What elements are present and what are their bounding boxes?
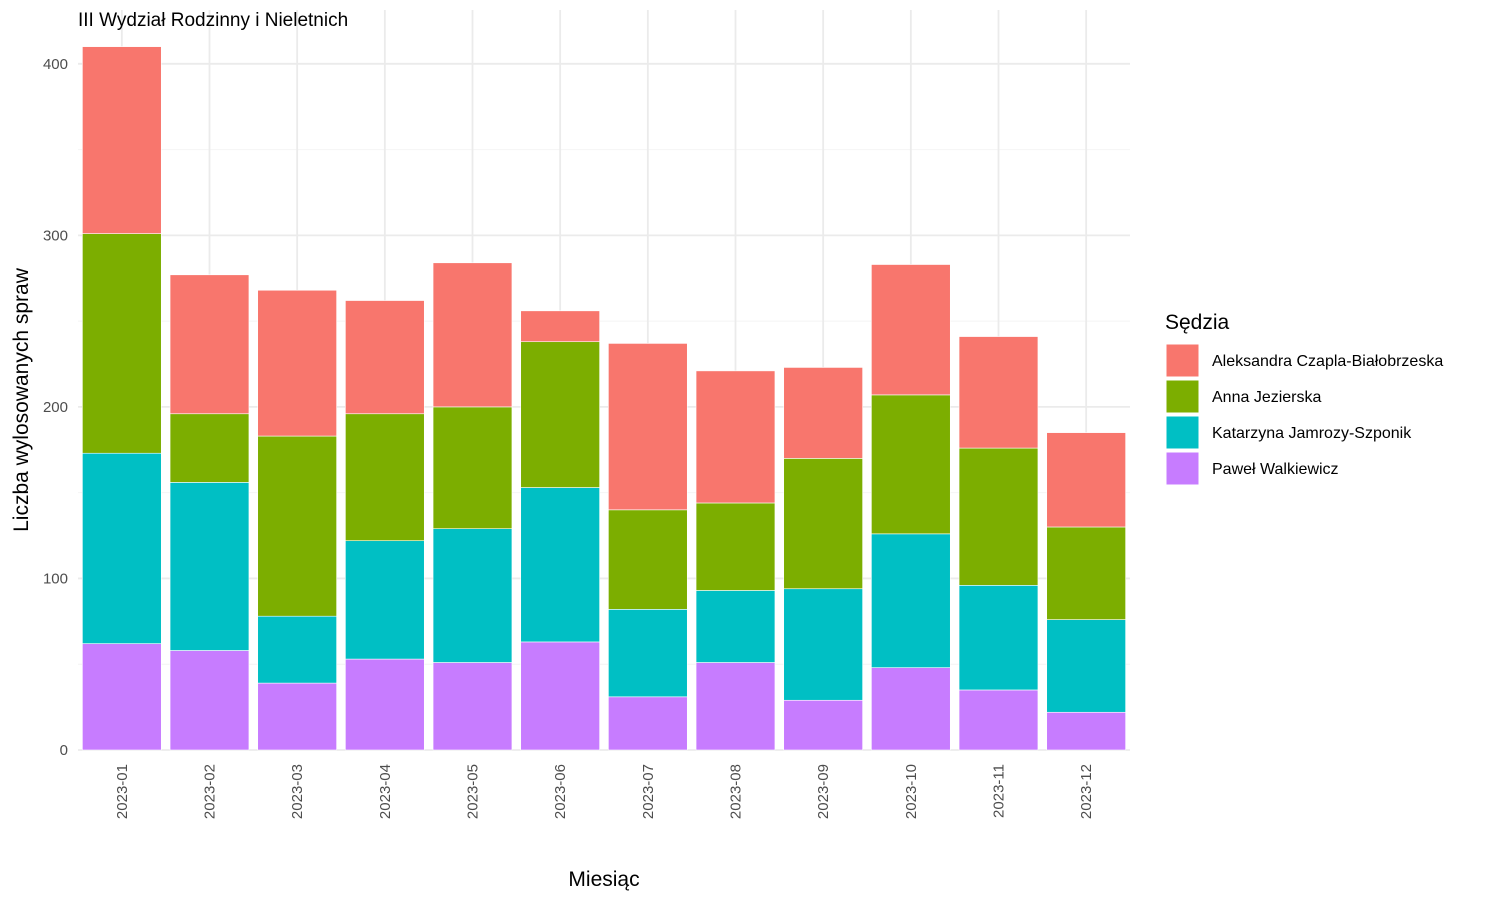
legend-swatch [1165, 379, 1200, 414]
bar-segment [169, 482, 250, 651]
x-tick-label: 2023-12 [1078, 764, 1095, 819]
bar-segment [257, 682, 337, 751]
bar-segment [432, 262, 513, 408]
bar-segment [871, 264, 951, 396]
bar-segment [432, 528, 513, 663]
bar-segment [520, 487, 600, 643]
bar-segment [1046, 711, 1126, 751]
bar-segment [169, 413, 250, 483]
y-tick-label: 100 [43, 570, 68, 587]
legend-label: Anna Jezierska [1212, 389, 1321, 406]
bar-segment [608, 696, 688, 751]
legend-label: Katarzyna Jamrozy-Szponik [1212, 425, 1412, 442]
bar-segment [871, 394, 951, 535]
bar-segment [871, 533, 951, 668]
x-axis-ticks: 2023-01 2023-02 2023-03 2023-04 2023-05 2023-… [114, 764, 1095, 819]
bar-segment [345, 300, 425, 415]
x-tick-label: 2023-09 [815, 764, 832, 819]
bar-segment [695, 590, 776, 663]
bar-segment [520, 310, 600, 343]
bar-segment [257, 435, 337, 617]
bar-segment [257, 615, 337, 684]
bar-segment [82, 452, 162, 644]
bar-segment [345, 413, 425, 542]
bar-segment [82, 233, 162, 454]
x-tick-label: 2023-01 [114, 764, 131, 819]
x-tick-label: 2023-11 [991, 764, 1008, 818]
legend-label: Aleksandra Czapla-Białobrzeska [1212, 353, 1443, 370]
bar-segment [958, 447, 1039, 586]
bar-segment [169, 274, 250, 415]
bar-segment [520, 641, 600, 751]
legend-title: Sędzia [1165, 311, 1230, 334]
bar-segment [608, 509, 688, 610]
y-tick-label: 0 [60, 742, 68, 759]
bar-segment [783, 367, 863, 459]
bar-segment [958, 585, 1039, 691]
bar-segment [958, 689, 1039, 751]
bar-segment [608, 343, 688, 511]
x-tick-label: 2023-05 [465, 764, 482, 819]
y-axis-ticks: 0 100 200 300 400 [43, 56, 68, 759]
bar-segment [1046, 526, 1126, 620]
legend-swatch [1165, 343, 1200, 378]
bar-segment [257, 289, 337, 437]
chart-title: III Wydział Rodzinny i Nieletnich [78, 10, 348, 31]
x-axis-title: Miesiąc [568, 868, 639, 891]
bar-segment [345, 658, 425, 751]
bar-segment [169, 650, 250, 751]
bar-segment [695, 662, 776, 751]
bar-segment [520, 341, 600, 488]
legend-swatch [1165, 451, 1200, 486]
bar-segment [695, 370, 776, 504]
bar-segment [871, 667, 951, 751]
x-tick-label: 2023-04 [377, 764, 394, 819]
x-tick-label: 2023-07 [640, 764, 657, 819]
x-tick-label: 2023-02 [202, 764, 219, 819]
legend-swatch [1165, 415, 1200, 450]
bar-segment [1046, 619, 1126, 713]
y-axis-title: Liczba wylosowanych spraw [10, 267, 33, 532]
bar-segment [783, 699, 863, 751]
bar-segment [958, 336, 1039, 449]
bar-segment [1046, 432, 1126, 528]
bar-segment [345, 540, 425, 660]
bar-segment [432, 406, 513, 530]
x-tick-label: 2023-03 [289, 764, 306, 819]
bar-segment [783, 588, 863, 701]
legend: Sędzia Aleksandra Czapla-Białobrzeska Ann… [1165, 311, 1443, 486]
bar-segment [432, 662, 513, 751]
x-tick-label: 2023-06 [552, 764, 569, 819]
bar-segment [82, 643, 162, 751]
y-tick-label: 200 [43, 399, 68, 416]
bar-segment [695, 502, 776, 591]
x-tick-label: 2023-08 [728, 764, 745, 819]
y-tick-label: 400 [43, 56, 68, 73]
y-tick-label: 300 [43, 227, 68, 244]
x-tick-label: 2023-10 [903, 764, 920, 819]
legend-label: Paweł Walkiewicz [1212, 461, 1339, 478]
bar-segment [608, 609, 688, 698]
bar-segment [82, 46, 162, 234]
bars [82, 46, 1126, 751]
bar-segment [783, 458, 863, 590]
